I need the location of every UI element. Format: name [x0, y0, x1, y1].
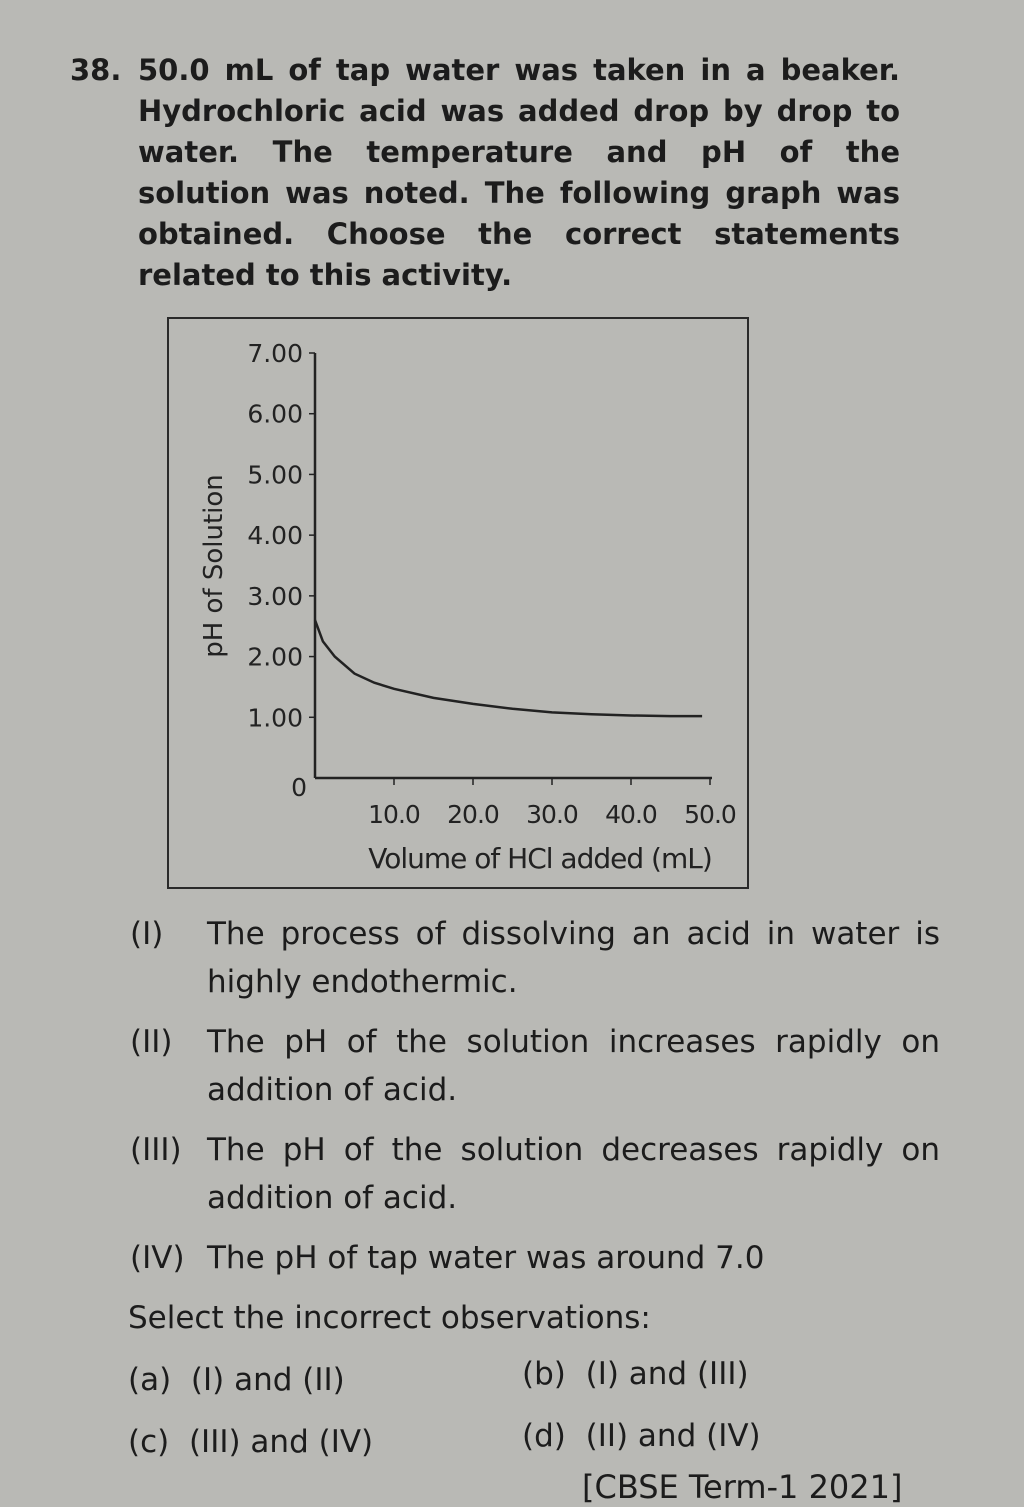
statement-text: The process of dissolving an acid in wat…: [207, 916, 940, 1000]
x-tick-label: 20.0: [447, 800, 499, 829]
ph-curve: [313, 619, 703, 718]
option-label: (b): [522, 1356, 566, 1392]
option-c[interactable]: (c) (III) and (IV): [128, 1424, 373, 1460]
option-d[interactable]: (d) (II) and (IV): [522, 1418, 761, 1454]
y-tick-label: 4.00: [247, 521, 303, 550]
option-a[interactable]: (a) (I) and (II): [128, 1362, 345, 1398]
option-label: (a): [128, 1362, 172, 1398]
statement-1: (I) The process of dissolving an acid in…: [130, 910, 940, 1006]
x-axis-label: Volume of HCl added (mL): [368, 842, 712, 875]
prompt: Select the incorrect observations:: [128, 1300, 651, 1336]
y-tick-label: 2.00: [247, 643, 303, 672]
statement-text: The pH of the solution decreases rapidly…: [207, 1132, 940, 1216]
statement-2: (II) The pH of the solution increases ra…: [130, 1018, 940, 1114]
x-tick-label: 50.0: [684, 800, 736, 829]
source: [CBSE Term-1 2021]: [582, 1468, 903, 1506]
x-tick-label: 30.0: [526, 800, 578, 829]
option-text: (III) and (IV): [188, 1424, 374, 1460]
option-text: (II) and (IV): [585, 1418, 761, 1454]
statement-3: (III) The pH of the solution decreases r…: [130, 1126, 940, 1222]
statement-text: The pH of the solution increases rapidly…: [207, 1024, 940, 1108]
y-tick-label: 6.00: [247, 400, 303, 429]
statement-label: (I): [130, 916, 164, 952]
statement-label: (III): [130, 1132, 182, 1168]
question-text: 50.0 mL of tap water was taken in a beak…: [138, 53, 900, 292]
chart-frame: [167, 317, 749, 889]
y-tick-label: 7.00: [247, 339, 303, 368]
y-tick-label: 0: [291, 773, 307, 802]
statement-text: The pH of tap water was around 7.0: [207, 1240, 765, 1276]
ph-chart: 0 1.00 2.00 3.00 4.00 5.00 6.00 7.00 10.0 20.0 30.…: [199, 339, 737, 875]
question-number: 38.: [70, 53, 122, 87]
option-text: (I) and (II): [190, 1362, 345, 1398]
option-label: (c): [128, 1424, 170, 1460]
statement-label: (IV): [130, 1240, 185, 1276]
question: 38. 50.0 mL of tap water was taken in a …: [70, 50, 900, 296]
statement-label: (II): [130, 1024, 173, 1060]
option-label: (d): [522, 1418, 566, 1454]
y-axis-label: pH of Solution: [199, 474, 229, 658]
y-tick-label: 1.00: [247, 703, 303, 732]
x-tick-label: 40.0: [605, 800, 657, 829]
x-tick-label: 10.0: [368, 800, 420, 829]
y-tick-label: 3.00: [247, 582, 303, 611]
option-text: (I) and (III): [585, 1356, 749, 1392]
statement-4: (IV) The pH of tap water was around 7.0: [130, 1234, 940, 1282]
y-tick-label: 5.00: [247, 460, 303, 489]
option-b[interactable]: (b) (I) and (III): [522, 1356, 749, 1392]
